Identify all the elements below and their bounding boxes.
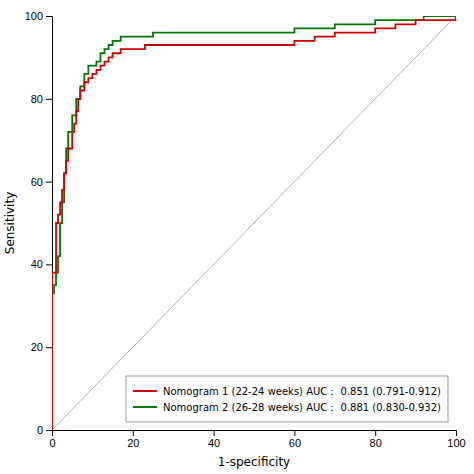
tick-mark: [46, 182, 52, 183]
tick-label: 20: [31, 341, 43, 353]
tick: 40: [31, 258, 52, 270]
tick: 80: [31, 93, 52, 105]
y-axis-title: Sensitivity: [3, 192, 17, 254]
tick-mark: [375, 430, 376, 436]
tick: 0: [49, 430, 55, 449]
tick-label: 80: [370, 437, 382, 449]
x-axis: 0 20 40 60 80 100: [49, 430, 465, 449]
chart: 0 20 40 60 80 100 0 20 40 60 80 100 Nomogram 1 (22-2…: [0, 0, 474, 474]
lines: [52, 16, 456, 430]
tick: 100: [25, 10, 52, 22]
plot: 0 20 40 60 80 100 0 20 40 60 80 100 Nomogram 1 (22-2…: [25, 10, 466, 449]
legend-label: Nomogram 2 (26-28 weeks) AUC： 0.881 (0.8…: [163, 402, 441, 413]
tick-label: 60: [31, 176, 43, 188]
legend-swatch: [133, 406, 157, 408]
axis-line: [46, 17, 53, 431]
tick: 60: [289, 430, 301, 449]
tick-mark: [46, 264, 52, 265]
reference-line: [52, 16, 456, 430]
roc-curve: [52, 16, 456, 430]
tick-mark: [214, 430, 215, 436]
tick-label: 0: [49, 437, 55, 449]
legend-swatch: [133, 390, 157, 392]
tick: 20: [127, 430, 139, 449]
tick-mark: [133, 430, 134, 436]
tick-label: 40: [31, 258, 43, 270]
tick-label: 0: [37, 424, 43, 436]
tick-label: 80: [31, 93, 43, 105]
tick-mark: [456, 430, 457, 436]
tick-mark: [46, 16, 52, 17]
tick: 100: [447, 430, 465, 449]
tick: 20: [31, 341, 52, 353]
legend-box: [126, 376, 448, 422]
legend-label: Nomogram 1 (22-24 weeks) AUC： 0.851 (0.7…: [163, 386, 441, 397]
tick-label: 100: [25, 10, 43, 22]
roc-curve: [52, 16, 456, 430]
tick: 80: [370, 430, 382, 449]
tick: 60: [31, 176, 52, 188]
tick: 40: [208, 430, 220, 449]
legend: Nomogram 1 (22-24 weeks) AUC： 0.851 (0.7…: [126, 376, 448, 422]
tick-mark: [46, 430, 52, 431]
x-axis-title: 1-specificity: [218, 455, 290, 469]
tick-label: 100: [447, 437, 465, 449]
tick-label: 20: [127, 437, 139, 449]
tick-label: 60: [289, 437, 301, 449]
tick-mark: [294, 430, 295, 436]
tick-mark: [46, 99, 52, 100]
tick: 0: [37, 424, 52, 436]
axis-line: [53, 431, 457, 437]
tick-label: 40: [208, 437, 220, 449]
tick-mark: [46, 347, 52, 348]
y-axis: 0 20 40 60 80 100: [25, 10, 53, 436]
